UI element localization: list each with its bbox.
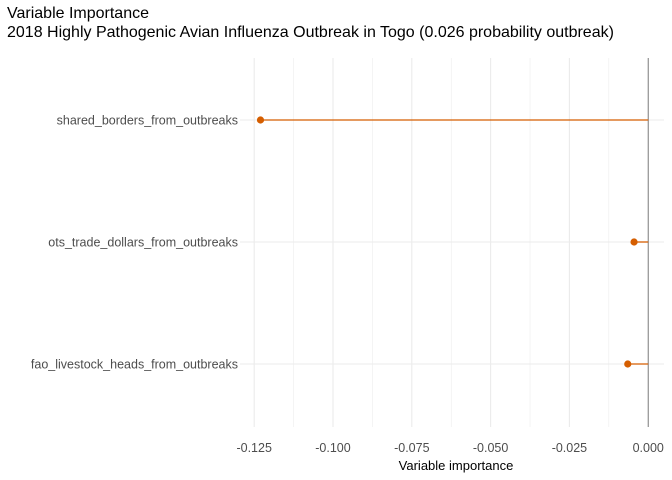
x-tick-label: -0.050 xyxy=(473,441,508,455)
title-block: Variable Importance 2018 Highly Pathogen… xyxy=(7,4,614,42)
chart-subtitle: 2018 Highly Pathogenic Avian Influenza O… xyxy=(7,24,614,41)
x-tick-label: -0.075 xyxy=(394,441,429,455)
category-label-layer: shared_borders_from_outbreaks ots_trade_d… xyxy=(31,114,238,372)
importance-point xyxy=(256,116,265,124)
x-tick-label: 0.000 xyxy=(633,441,664,455)
importance-point xyxy=(630,238,638,246)
x-tick-label: -0.025 xyxy=(552,441,587,455)
category-label: ots_trade_dollars_from_outbreaks xyxy=(48,236,238,250)
x-tick-label: -0.100 xyxy=(315,441,350,455)
importance-point xyxy=(624,360,632,368)
category-label: shared_borders_from_outbreaks xyxy=(57,114,238,128)
chart-title: Variable Importance xyxy=(7,5,149,22)
x-axis-title: Variable importance xyxy=(399,458,514,473)
x-tick-label-layer: -0.125 -0.100 -0.075 -0.050 -0.025 0.000 xyxy=(236,441,663,455)
point-layer xyxy=(256,116,638,368)
category-label: fao_livestock_heads_from_outbreaks xyxy=(31,358,238,372)
x-tick-label: -0.125 xyxy=(236,441,271,455)
grid-layer xyxy=(240,58,664,427)
